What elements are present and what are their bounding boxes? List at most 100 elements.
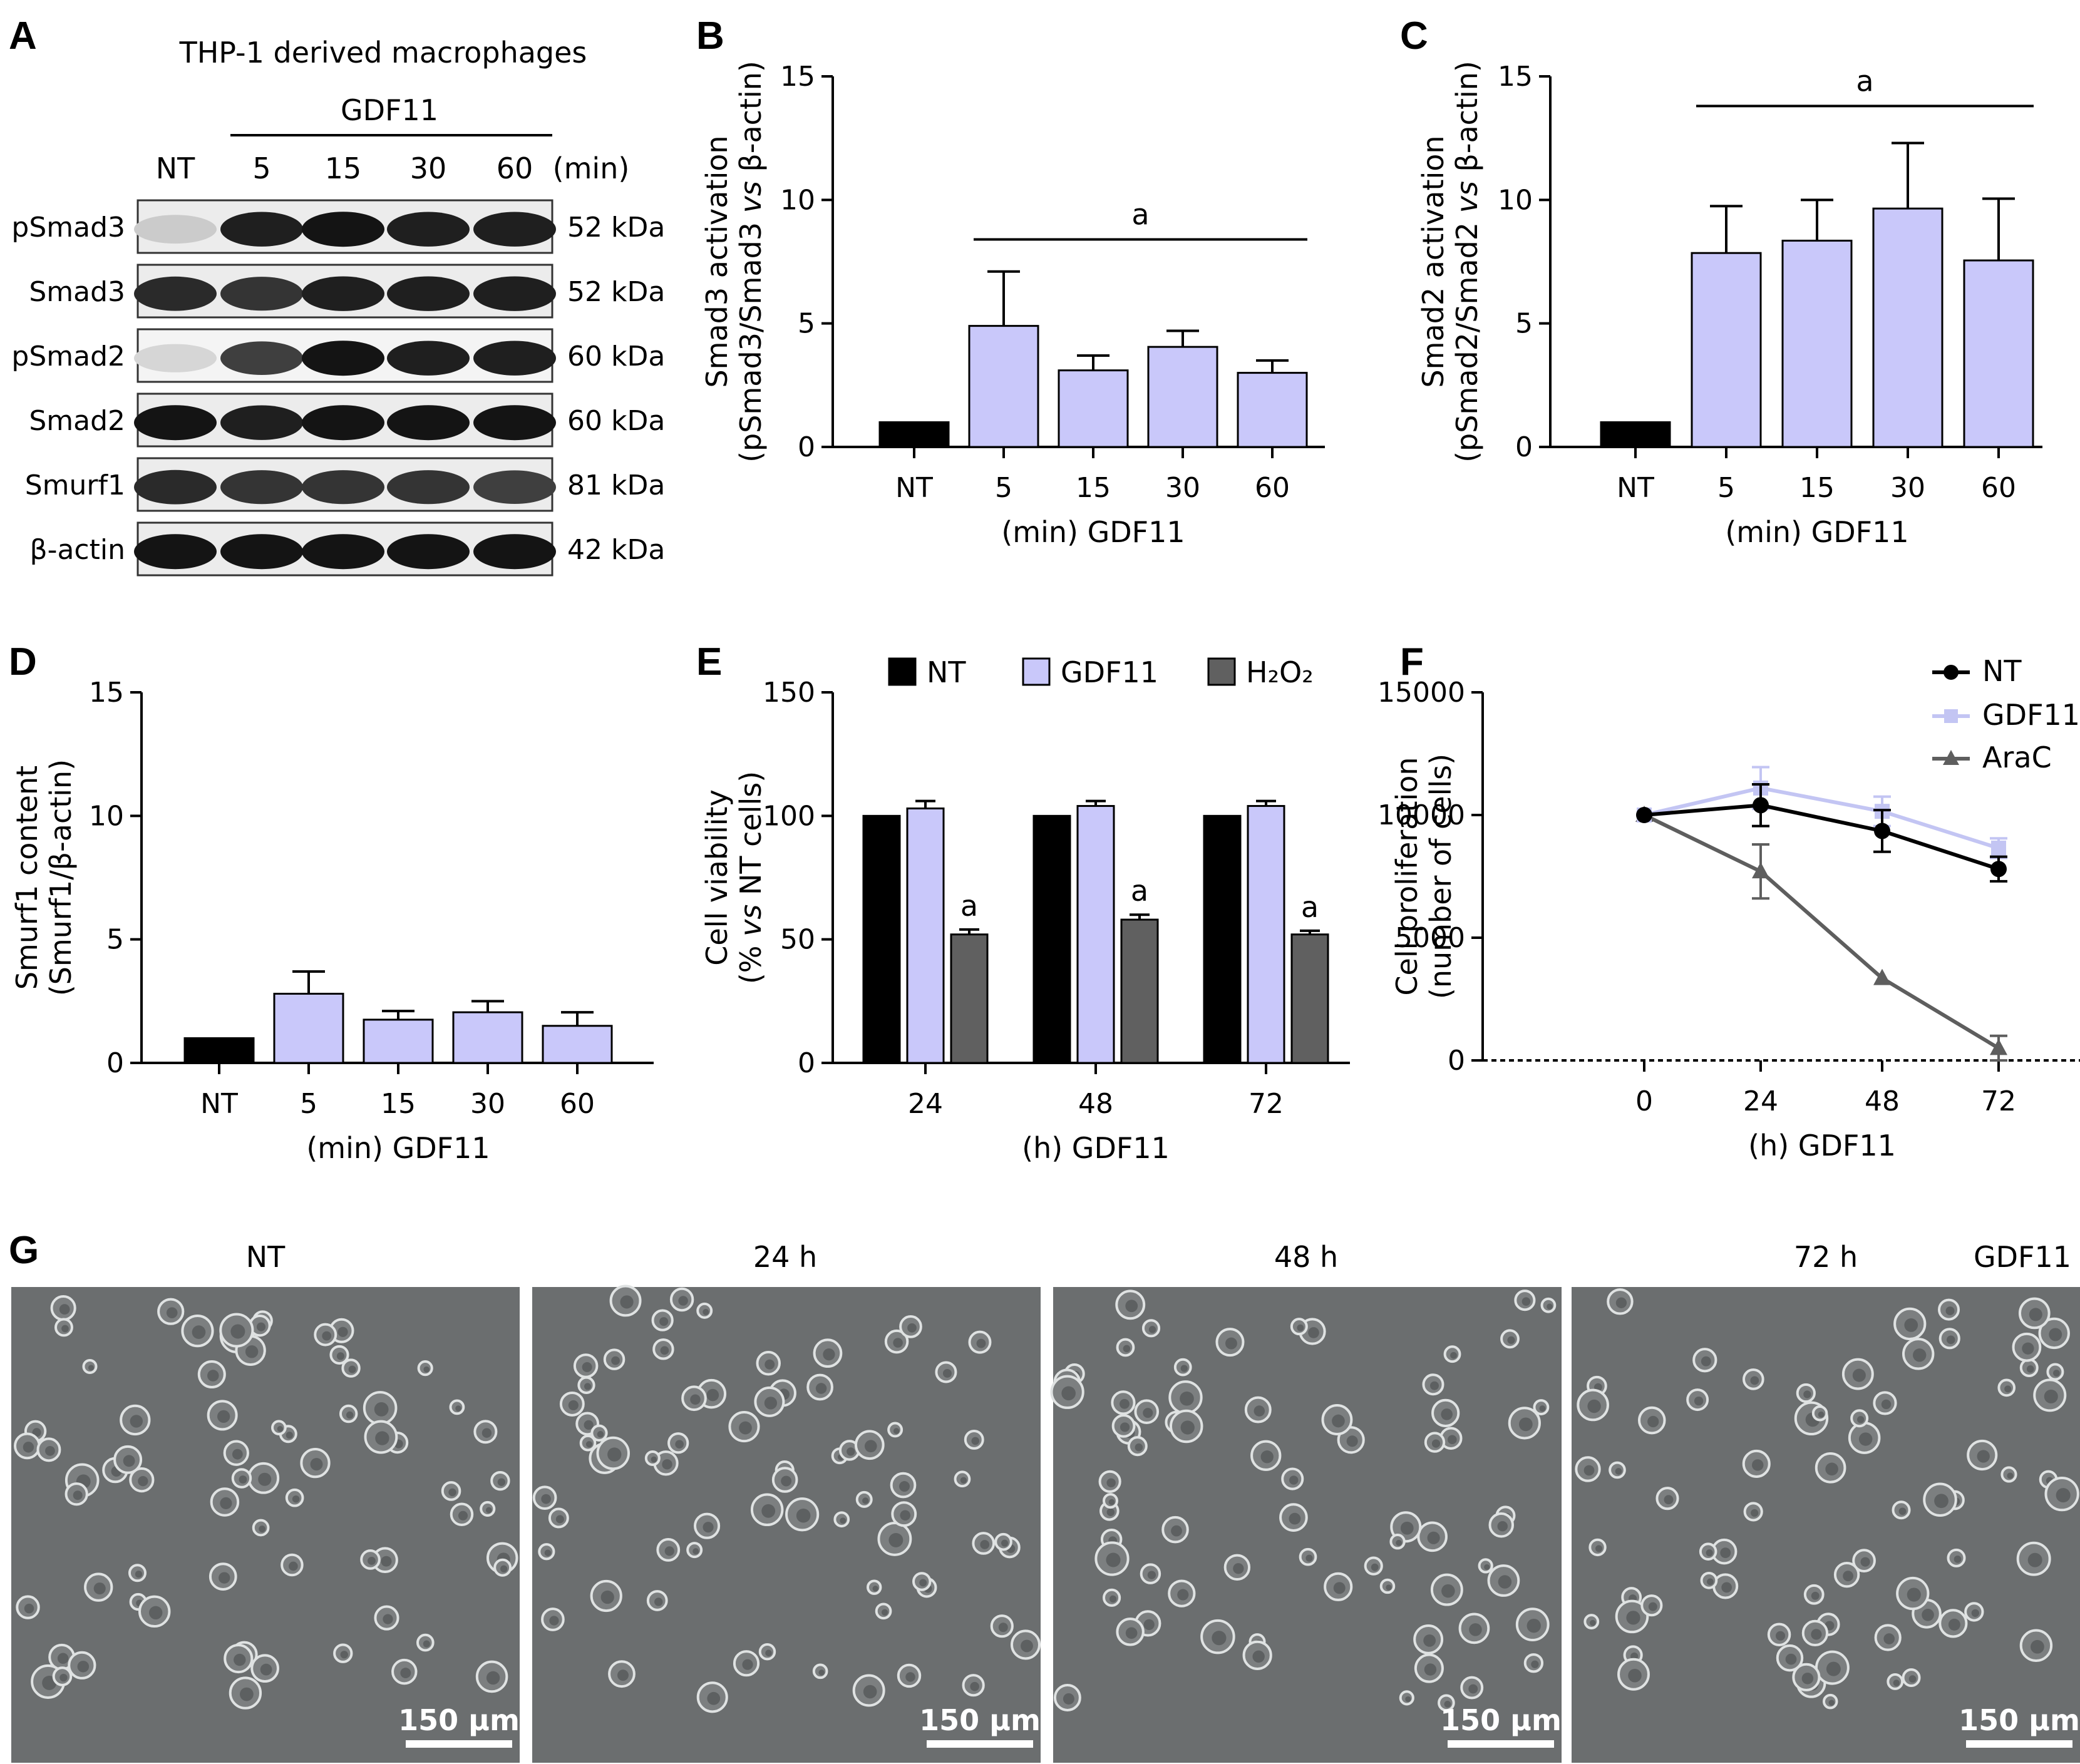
x-tick-label: 5: [1717, 472, 1735, 504]
cell-nucleus: [568, 1400, 579, 1410]
cell-nucleus: [455, 1405, 461, 1412]
cell-nucleus: [1507, 1336, 1515, 1344]
cell-nucleus: [336, 1352, 345, 1360]
bar: [906, 807, 945, 1064]
series-line: [1643, 813, 2000, 1050]
x-tick-label: 72: [1981, 1085, 2016, 1117]
cell-nucleus: [1143, 1619, 1155, 1631]
y-tick-label: 150: [763, 677, 815, 709]
chart-c: 0 5 10 15 NT 5 15 30 60 (min) GDF11 Smad2 activati…: [1416, 61, 2042, 549]
cell-nucleus: [220, 1497, 232, 1510]
cell-nucleus: [1908, 1675, 1917, 1683]
cell-nucleus: [368, 1557, 376, 1565]
cell-nucleus: [260, 1663, 272, 1676]
cell-nucleus: [1721, 1582, 1732, 1593]
cell-nucleus: [662, 1459, 672, 1470]
data-point: [1873, 968, 1891, 985]
legend-label: GDF11: [1982, 698, 2080, 732]
cell-nucleus: [1386, 1584, 1392, 1591]
cell-nucleus: [549, 1616, 559, 1626]
blot-row-label: Smad2: [29, 405, 125, 437]
panel-label-f: F: [1400, 640, 1424, 684]
cell-nucleus: [1898, 1507, 1907, 1515]
cell-nucleus: [1547, 1303, 1553, 1310]
cell-nucleus: [1803, 1390, 1811, 1398]
cell-nucleus: [423, 1366, 430, 1373]
cell-nucleus: [1913, 1348, 1927, 1362]
cell-nucleus: [1468, 1684, 1478, 1694]
blot-band: [302, 405, 384, 441]
cell-nucleus: [1648, 1602, 1657, 1611]
scale-bar: [406, 1740, 512, 1748]
cell-nucleus: [584, 1420, 594, 1430]
cell-nucleus: [584, 1383, 591, 1390]
cell-nucleus: [541, 1494, 551, 1504]
axis-title-y: Cell proliferation: [1390, 757, 1424, 995]
chart-d: 0 5 10 15 NT 5 15 30 60 (min) GDF11 Smurf1 content…: [10, 677, 654, 1165]
cell-nucleus: [611, 1356, 620, 1365]
x-tick-label: NT: [200, 1088, 238, 1120]
cell-nucleus: [192, 1325, 206, 1339]
x-tick-label: 0: [1635, 1085, 1653, 1117]
cell-nucleus: [1125, 1300, 1138, 1313]
cell-nucleus: [88, 1365, 94, 1371]
blot-treatment-label: GDF11: [341, 93, 438, 127]
cell-nucleus: [781, 1475, 792, 1487]
cell-nucleus: [130, 1415, 143, 1428]
cell-nucleus: [1063, 1693, 1074, 1705]
cell-nucleus: [1587, 1399, 1601, 1413]
cell-nucleus: [348, 1365, 356, 1373]
cell-nucleus: [1469, 1623, 1482, 1636]
cell-nucleus: [135, 1571, 143, 1578]
axis-title-y: (% vs NT cells): [734, 771, 768, 984]
cell-nucleus: [1021, 1639, 1033, 1653]
cell-nucleus: [2026, 1365, 2034, 1373]
cell-nucleus: [1590, 1619, 1596, 1626]
cell-nucleus: [77, 1661, 90, 1673]
lane-label: 60: [497, 151, 533, 185]
cell-nucleus: [375, 1431, 389, 1445]
blot-band: [302, 276, 384, 311]
cell-nucleus: [230, 1324, 245, 1339]
bar: [542, 1025, 613, 1064]
cell-nucleus: [544, 1549, 552, 1556]
significance-label: a: [1301, 890, 1319, 924]
panel-label-d: D: [9, 640, 37, 684]
cell-nucleus: [59, 1673, 68, 1682]
cell-nucleus: [617, 1669, 629, 1681]
cell-nucleus: [862, 1497, 869, 1504]
legend-swatch: [1022, 657, 1051, 686]
cell-nucleus: [423, 1640, 430, 1648]
chart-b: 0 5 10 15 NT 5 15 30 60 (min) GDF11 Smad3 activati…: [700, 61, 1325, 549]
cell-nucleus: [907, 1323, 917, 1333]
panel-label-c: C: [1400, 14, 1428, 58]
y-tick-label: 10: [780, 184, 815, 216]
cell-nucleus: [292, 1495, 300, 1503]
y-tick-label: 10000: [1377, 799, 1465, 831]
y-axis-title: Cell proliferation (number of cells): [1390, 754, 1458, 999]
bar: [968, 325, 1039, 448]
blot-row-kda: 60 kDa: [567, 405, 665, 437]
cell-nucleus: [1971, 1609, 1979, 1618]
cell-nucleus: [607, 1447, 622, 1462]
cell-nucleus: [1448, 1435, 1457, 1445]
cell-nucleus: [123, 1455, 135, 1467]
x-tick-label: NT: [1617, 472, 1654, 504]
cell-nucleus: [258, 1472, 272, 1486]
axis-title-y: Cell viability: [700, 789, 734, 966]
lane-label: 15: [325, 151, 362, 185]
blot-band: [473, 276, 556, 311]
data-point: [1991, 840, 2006, 856]
bar: [273, 992, 344, 1064]
cell-nucleus: [1061, 1386, 1076, 1401]
cell-nucleus: [863, 1685, 877, 1699]
cell-nucleus: [1518, 1417, 1533, 1432]
cell-nucleus: [692, 1548, 699, 1555]
y-tick-label: 15: [780, 61, 815, 93]
cell-nucleus: [340, 1651, 348, 1659]
cell-nucleus: [1948, 1618, 1960, 1631]
bar: [183, 1037, 255, 1064]
blot-row-kda: 81 kDa: [567, 469, 665, 501]
blot-band: [134, 405, 217, 441]
cell-nucleus: [796, 1508, 811, 1523]
